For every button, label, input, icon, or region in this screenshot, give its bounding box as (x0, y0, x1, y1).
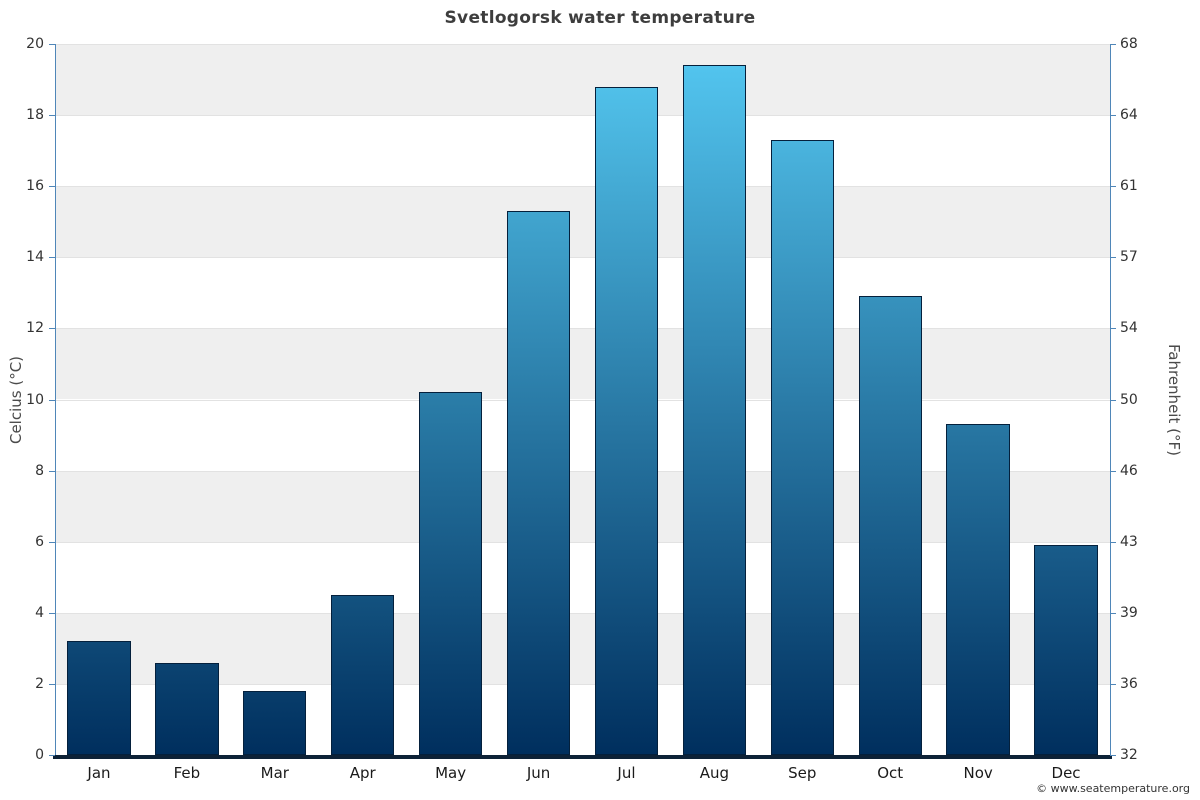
copyright-text: © www.seatemperature.org (1036, 782, 1190, 795)
y-tick-right (1110, 186, 1116, 188)
y-tick-label-fahrenheit: 32 (1120, 747, 1138, 763)
y-tick-right (1110, 470, 1116, 472)
chart-title: Svetlogorsk water temperature (444, 8, 756, 28)
y-tick-left (49, 186, 55, 188)
y-tick-label-celsius: 0 (35, 747, 44, 763)
y-tick-label-celsius: 12 (26, 320, 44, 337)
grid-band (55, 541, 1110, 613)
y-tick-right (1110, 257, 1116, 259)
grid-band (55, 186, 1110, 258)
y-tick-label-celsius: 6 (35, 533, 44, 550)
x-label-nov: Nov (963, 764, 993, 782)
y-tick-left (49, 328, 55, 330)
x-label-jul: Jul (617, 764, 636, 782)
gridline (55, 44, 1110, 45)
y-tick-left (49, 115, 55, 117)
y-tick-label-celsius: 14 (26, 249, 44, 266)
x-label-mar: Mar (260, 764, 289, 782)
bar-apr[interactable] (331, 595, 395, 755)
y-tick-label-celsius: 8 (35, 462, 44, 479)
y-tick-label-fahrenheit: 43 (1120, 533, 1138, 550)
x-label-oct: Oct (877, 764, 904, 782)
grid-band (55, 44, 1110, 116)
y-tick-label-fahrenheit: 68 (1120, 36, 1138, 52)
gridline (55, 257, 1110, 259)
gridline (55, 683, 1110, 685)
gridline (55, 186, 1110, 188)
y-tick-right (1110, 328, 1116, 330)
y-tick-left (49, 612, 55, 614)
x-label-apr: Apr (349, 764, 376, 782)
bar-oct[interactable] (858, 296, 922, 755)
x-label-feb: Feb (173, 764, 201, 782)
bar-nov[interactable] (946, 424, 1010, 755)
y-tick-label-fahrenheit: 54 (1120, 320, 1138, 337)
x-label-sep: Sep (788, 764, 817, 782)
y-tick-right (1110, 541, 1116, 543)
y-tick-label-celsius: 2 (35, 675, 44, 692)
y-tick-label-fahrenheit: 64 (1120, 107, 1138, 124)
y-tick-label-celsius: 20 (26, 36, 44, 52)
y-tick-label-celsius: 18 (26, 107, 44, 124)
y-axis-line-left (55, 44, 56, 755)
y-tick-right (1110, 399, 1116, 401)
grid-band (55, 399, 1110, 471)
y-tick-right (1110, 755, 1116, 756)
grid-band (55, 115, 1110, 187)
x-label-jan: Jan (87, 764, 111, 782)
y-tick-left (49, 755, 55, 756)
y-tick-right (1110, 115, 1116, 117)
grid-band (55, 328, 1110, 400)
x-label-aug: Aug (699, 764, 729, 782)
bar-feb[interactable] (155, 662, 219, 755)
grid-band (55, 470, 1110, 542)
y-tick-right (1110, 44, 1116, 45)
x-label-may: May (435, 764, 467, 782)
y-tick-label-fahrenheit: 57 (1120, 249, 1138, 266)
y-tick-label-celsius: 10 (26, 391, 44, 408)
y-axis-title-fahrenheit: Fahrenheit (°F) (1165, 344, 1183, 456)
y-tick-right (1110, 683, 1116, 685)
gridline (55, 612, 1110, 614)
y-tick-left (49, 470, 55, 472)
y-tick-label-celsius: 16 (26, 178, 44, 195)
gridline (55, 470, 1110, 472)
gridline (55, 399, 1110, 401)
bar-jul[interactable] (594, 86, 659, 755)
y-tick-label-fahrenheit: 50 (1120, 391, 1138, 408)
y-tick-label-celsius: 4 (35, 604, 44, 621)
x-label-dec: Dec (1051, 764, 1081, 782)
grid-band (55, 257, 1110, 329)
bar-sep[interactable] (770, 139, 834, 755)
plot-area (55, 44, 1110, 755)
bar-mar[interactable] (243, 691, 307, 755)
y-tick-left (49, 257, 55, 259)
y-tick-left (49, 44, 55, 45)
x-label-jun: Jun (526, 764, 551, 782)
y-tick-left (49, 683, 55, 685)
y-tick-left (49, 541, 55, 543)
y-tick-label-fahrenheit: 39 (1120, 604, 1138, 621)
gridline (55, 328, 1110, 330)
y-tick-label-fahrenheit: 36 (1120, 675, 1138, 692)
gridline (55, 541, 1110, 543)
bar-may[interactable] (418, 392, 483, 755)
y-tick-right (1110, 612, 1116, 614)
x-axis-line (53, 755, 1112, 759)
grid-band (55, 612, 1110, 684)
grid-band (55, 683, 1110, 755)
bar-dec[interactable] (1034, 545, 1098, 755)
y-tick-left (49, 399, 55, 401)
bar-jan[interactable] (67, 641, 131, 755)
y-tick-label-fahrenheit: 61 (1120, 178, 1138, 195)
bar-jun[interactable] (506, 211, 571, 755)
bar-aug[interactable] (682, 65, 747, 755)
y-tick-label-fahrenheit: 46 (1120, 462, 1138, 479)
gridline (55, 115, 1110, 117)
